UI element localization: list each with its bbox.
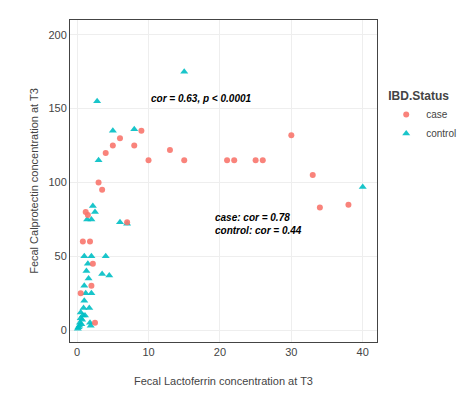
svg-text:0: 0	[74, 346, 80, 358]
svg-text:10: 10	[142, 346, 154, 358]
svg-text:20: 20	[214, 346, 226, 358]
svg-text:100: 100	[48, 176, 66, 188]
svg-text:30: 30	[285, 346, 297, 358]
svg-text:control: control	[426, 128, 456, 139]
svg-text:cor = 0.63, p < 0.0001: cor = 0.63, p < 0.0001	[151, 93, 252, 104]
svg-text:IBD.Status: IBD.Status	[388, 89, 449, 103]
svg-text:40: 40	[357, 346, 369, 358]
svg-text:Fecal Calprotectin concentrati: Fecal Calprotectin concentration at T3	[28, 88, 40, 274]
svg-text:200: 200	[48, 29, 66, 41]
svg-text:case: case	[426, 109, 448, 120]
svg-text:0: 0	[61, 324, 67, 336]
svg-text:Fecal Lactoferrin concentratio: Fecal Lactoferrin concentration at T3	[134, 375, 313, 387]
svg-text:50: 50	[55, 250, 67, 262]
svg-text:case: cor = 0.78control: cor =: case: cor = 0.78control: cor = 0.44	[215, 212, 302, 236]
svg-text:150: 150	[48, 102, 66, 114]
